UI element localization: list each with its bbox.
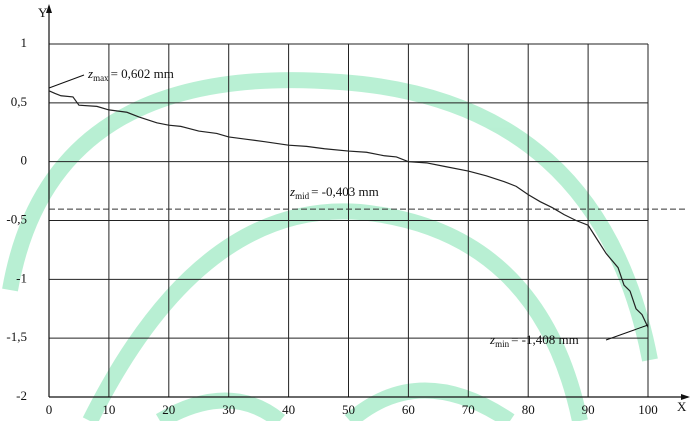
leader-line [48,74,85,89]
x-tick-label: 90 [582,402,595,417]
x-axis-label: X [677,399,687,414]
x-tick-label: 30 [222,402,235,417]
label-symbol: z [289,184,295,199]
y-tick-label: -1,5 [6,329,27,344]
label-symbol: z [87,66,93,81]
y-tick-label: -0,5 [6,211,27,226]
x-axis-arrow [681,394,690,400]
label-subscript: max [93,73,109,83]
x-tick-label: 100 [638,402,658,417]
y-axis-label: Y [38,5,48,20]
x-tick-label: 10 [102,402,115,417]
label-symbol: z [489,332,495,347]
label-subscript: mid [295,191,310,201]
y-tick-label: 0,5 [11,94,27,109]
x-tick-label: 70 [462,402,475,417]
annotation: zmin = -1,408 mm [489,332,579,349]
reference-label: zmid = -0,403 mm [289,184,379,201]
x-tick-label: 50 [342,402,355,417]
watermark [2,72,658,421]
label-text: = -1,408 mm [511,332,579,347]
y-axis-arrow [46,4,52,13]
x-tick-label: 0 [46,402,53,417]
x-tick-label: 40 [282,402,295,417]
x-tick-label: 20 [162,402,175,417]
y-tick-label: 0 [21,153,28,168]
y-tick-label: -1 [16,270,27,285]
label-text: = -0,403 mm [311,184,379,199]
label-subscript: min [495,339,510,349]
data-line [48,90,649,328]
x-tick-label: 60 [402,402,415,417]
y-tick-label: -2 [16,388,27,403]
y-tick-label: 1 [21,35,28,50]
label-text: = 0,602 mm [111,66,174,81]
leader-line [605,324,649,341]
x-tick-label: 80 [522,402,535,417]
annotation: zmax = 0,602 mm [87,66,174,83]
